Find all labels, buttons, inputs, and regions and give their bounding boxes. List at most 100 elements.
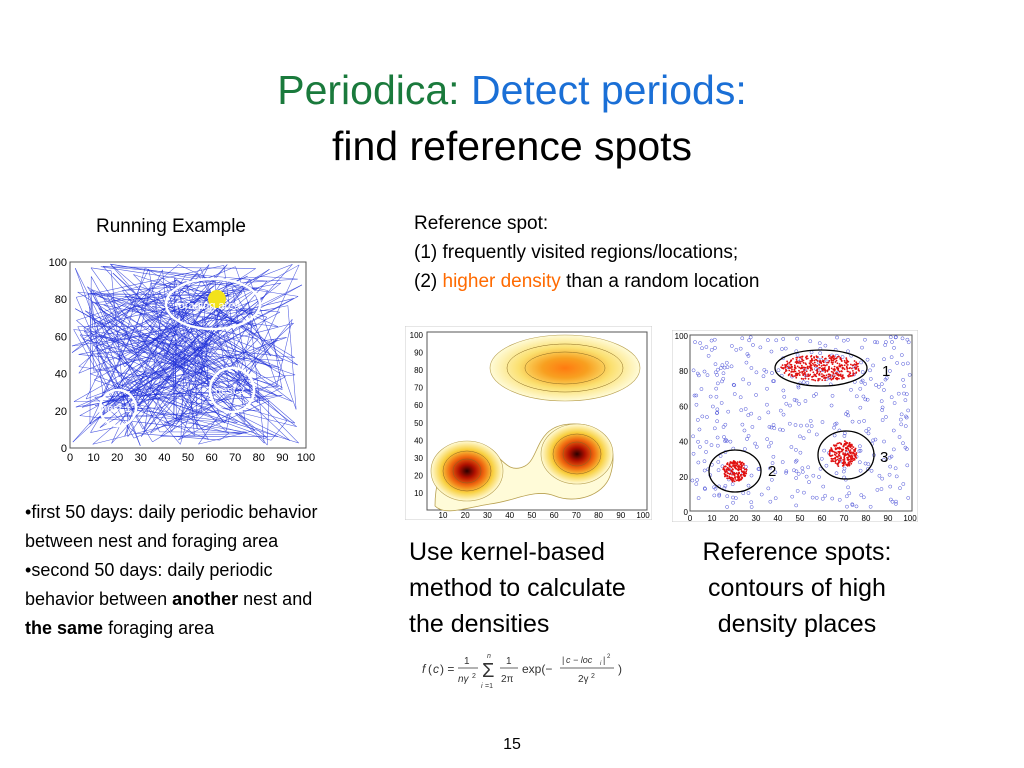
dense-point <box>824 379 826 382</box>
random-point <box>814 392 819 396</box>
random-point <box>879 382 884 386</box>
dense-point <box>837 465 840 468</box>
dense-point <box>786 365 789 368</box>
dense-point <box>852 372 855 374</box>
random-point <box>715 443 720 448</box>
tick-label: 30 <box>414 454 423 463</box>
dense-point <box>820 365 823 367</box>
tick-label: 80 <box>253 452 265 464</box>
dense-point <box>742 472 745 475</box>
random-point <box>795 336 799 341</box>
random-point <box>722 435 726 439</box>
random-point <box>698 445 702 449</box>
dense-point <box>828 368 830 371</box>
tick-label: 100 <box>636 511 650 520</box>
nest-2-label: nest 2 <box>215 385 245 397</box>
random-point <box>796 385 801 390</box>
random-point <box>783 346 788 351</box>
dense-point <box>857 368 860 370</box>
trajectory-segment <box>231 372 266 401</box>
random-point <box>776 368 781 373</box>
dense-point <box>851 364 854 367</box>
slide-title-line-2: find reference spots <box>331 123 693 169</box>
trajectory-segment <box>249 279 297 410</box>
random-point <box>750 425 755 429</box>
dense-point <box>730 470 733 473</box>
random-point <box>859 360 863 365</box>
svg-text:2π: 2π <box>501 674 514 685</box>
dense-point <box>842 445 845 447</box>
tick-label: 20 <box>461 511 470 520</box>
tick-label: 60 <box>818 514 827 522</box>
dense-point <box>809 366 812 369</box>
random-point <box>800 466 805 471</box>
random-point <box>728 439 733 444</box>
svg-text:1: 1 <box>506 656 512 667</box>
dense-point <box>732 460 735 463</box>
random-point <box>788 403 792 408</box>
dense-point <box>739 475 742 477</box>
dense-point <box>851 367 853 370</box>
dense-point <box>849 374 852 377</box>
random-point <box>718 454 723 458</box>
dense-point <box>738 471 740 474</box>
bullet-2: •second 50 days: daily periodic behavior… <box>25 560 313 638</box>
random-point <box>709 443 714 447</box>
trajectory-segment <box>96 354 179 422</box>
random-point <box>794 398 799 403</box>
trajectory-segment <box>99 320 120 377</box>
random-point <box>814 432 819 437</box>
trajectory-segment <box>73 329 135 439</box>
spot-1-contour <box>774 349 868 387</box>
random-point <box>811 473 816 478</box>
dense-point <box>785 363 788 366</box>
trajectory-segment <box>114 401 230 434</box>
title-part-1: Periodica: <box>277 67 460 113</box>
dense-point <box>851 457 854 460</box>
random-point <box>767 424 772 429</box>
random-point <box>858 405 863 410</box>
random-point <box>695 418 700 422</box>
dense-point <box>744 474 747 477</box>
random-point <box>888 335 893 340</box>
random-point <box>869 468 874 473</box>
dense-point <box>849 366 851 369</box>
svg-text:) =: ) = <box>440 662 454 676</box>
dense-point <box>795 356 798 359</box>
bullet-1: •first 50 days: daily periodic behavior … <box>25 502 318 551</box>
random-point <box>696 373 701 378</box>
dense-point <box>784 364 786 366</box>
trajectory-segment <box>104 292 140 319</box>
trajectory-segment <box>99 320 173 429</box>
trajectory-segment <box>235 317 268 362</box>
trajectory-segment <box>159 290 182 345</box>
random-point <box>766 486 771 491</box>
random-point <box>756 467 761 471</box>
trajectory-segment <box>99 296 165 314</box>
dense-point <box>842 462 845 465</box>
random-point <box>880 408 885 412</box>
random-point <box>781 337 786 341</box>
foraging-area-label: foraging area <box>176 300 242 312</box>
random-point <box>830 393 835 398</box>
random-point <box>877 473 882 478</box>
trajectory-segment <box>181 306 213 338</box>
random-point <box>794 503 799 508</box>
trajectory-segment <box>79 296 299 416</box>
random-point <box>898 486 902 491</box>
dense-point <box>740 466 743 468</box>
dense-point <box>838 451 841 454</box>
dense-point <box>823 358 826 360</box>
trajectory-segment <box>175 295 217 311</box>
trajectory-segment <box>145 321 265 444</box>
dense-point <box>849 446 852 449</box>
random-point <box>809 424 814 428</box>
y-axis-ticks: 10 20 30 40 50 60 70 80 90 100 <box>410 331 424 498</box>
random-point <box>890 340 894 344</box>
tick-label: 80 <box>414 366 423 375</box>
dense-point <box>855 361 858 364</box>
random-point <box>720 363 725 367</box>
random-point <box>882 457 886 462</box>
random-point <box>841 469 846 474</box>
bullet-1-text: first 50 days: daily periodic behavior b… <box>25 502 318 551</box>
